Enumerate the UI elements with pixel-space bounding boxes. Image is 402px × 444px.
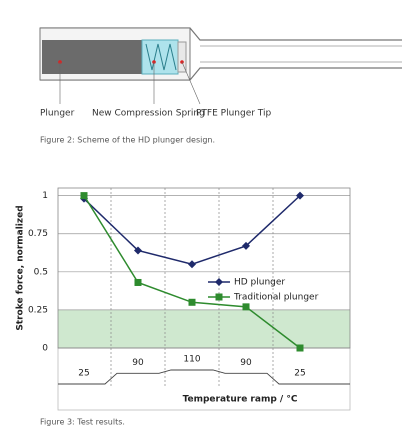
legend-marker bbox=[215, 293, 223, 301]
y-tick-label: 0.25 bbox=[28, 305, 48, 315]
marker bbox=[134, 246, 142, 255]
caption: Figure 2: Scheme of the HD plunger desig… bbox=[40, 136, 215, 145]
marker bbox=[188, 260, 196, 269]
marker bbox=[242, 303, 250, 311]
y-tick-label: 0 bbox=[42, 344, 48, 354]
y-tick-label: 1 bbox=[42, 191, 48, 201]
legend-marker bbox=[215, 278, 223, 286]
ramp-label: 90 bbox=[240, 358, 252, 368]
diagram-label: New Compression Spring bbox=[92, 109, 205, 119]
temperature-ramp bbox=[58, 369, 350, 385]
diagram-label: Plunger bbox=[40, 109, 75, 119]
syringe-diagram bbox=[39, 27, 402, 105]
x-axis-label: Temperature ramp / °C bbox=[183, 395, 298, 405]
caption: Figure 3: Test results. bbox=[40, 418, 125, 427]
marker bbox=[296, 191, 304, 200]
shaded-band bbox=[58, 309, 350, 348]
y-tick-label: 0.5 bbox=[34, 267, 48, 277]
legend-label: Traditional plunger bbox=[233, 293, 319, 303]
y-tick-label: 0.75 bbox=[28, 229, 48, 239]
y-axis-label: Stroke force, normalized bbox=[16, 205, 26, 330]
marker bbox=[188, 298, 196, 306]
marker bbox=[134, 278, 142, 286]
chart: 0 0.25 0.5 0.75 1 25 90 110 90 25 HD plunger Tradit… bbox=[28, 187, 351, 411]
ramp-label: 110 bbox=[183, 355, 200, 365]
legend-label: HD plunger bbox=[234, 278, 285, 288]
marker bbox=[242, 241, 250, 250]
ramp-label: 25 bbox=[78, 369, 89, 379]
ramp-label: 25 bbox=[294, 369, 305, 379]
plot-frame bbox=[57, 187, 351, 349]
diagram-label: PTFE Plunger Tip bbox=[196, 109, 272, 119]
ramp-label: 90 bbox=[132, 358, 144, 368]
marker bbox=[296, 344, 304, 352]
marker bbox=[80, 192, 88, 200]
series-line bbox=[83, 195, 301, 265]
